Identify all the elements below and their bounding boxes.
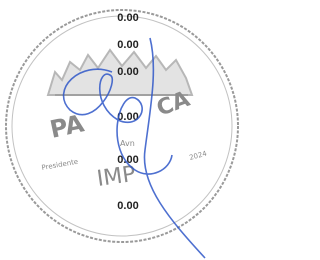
amount: 0.00 [117,66,138,78]
stamp-text: Presidente [41,158,79,172]
document-fragment: PA CA Avn Presidente 2024 IMP 0.000.000.… [0,0,241,260]
amount: 0.00 [117,12,138,24]
amount: 0.00 [117,39,138,51]
amount: 0.00 [117,0,138,3]
amount: 0.00 [117,200,138,212]
stamp-text: Avn [120,139,135,148]
stamp-text: 2024 [188,149,208,161]
page: {"amounts": ["0.00", "0.00", "0.00", "0.… [0,0,241,260]
